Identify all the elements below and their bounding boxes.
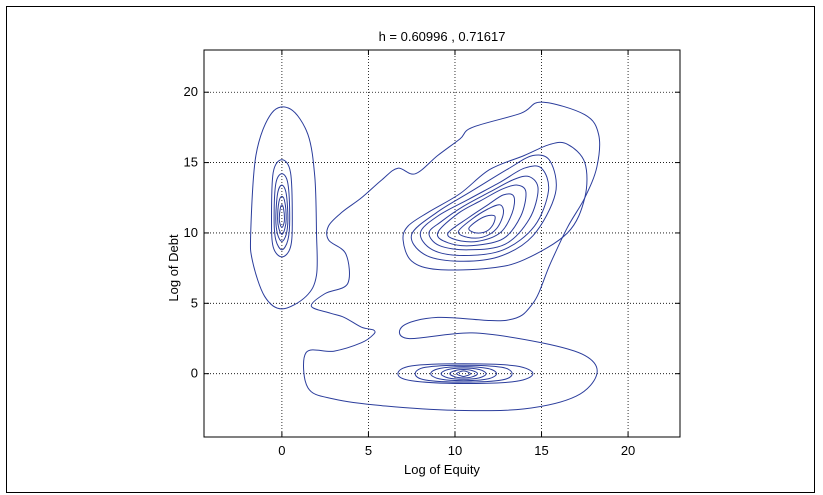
contour-line [468,214,496,234]
contour-line [430,366,498,382]
y-tick-label: 20 [184,84,198,99]
contour-line [410,154,557,262]
grid [204,50,680,437]
x-axis-label: Log of Equity [404,462,480,477]
x-tick-label: 10 [448,443,462,458]
contour-lines [249,101,601,412]
contour-line [436,184,527,247]
contour-line [457,204,505,239]
contour-line [440,367,487,380]
contour-line [447,193,516,243]
chart-title: h = 0.60996 , 0.71617 [379,29,506,44]
contour-line [249,106,318,310]
contour-line [303,101,601,412]
x-tick-label: 20 [621,443,635,458]
contour-line [456,370,472,378]
x-tick-label: 15 [534,443,548,458]
contour-line [277,195,287,235]
axis-ticks: 0 5 10 15 20 0 5 10 15 20 [184,50,680,458]
x-tick-label: 5 [365,443,372,458]
contour-line [275,184,289,242]
contour-line [428,175,539,251]
y-tick-label: 10 [184,225,198,240]
contour-line [419,165,550,257]
contour-line [402,141,588,271]
y-axis-label: Log of Debt [166,234,181,302]
x-tick-label: 0 [278,443,285,458]
plot-area [203,49,681,438]
y-tick-label: 5 [191,295,198,310]
contour-line [449,368,479,379]
contour-line [397,363,534,385]
contour-line [278,204,286,228]
contour-line [271,159,293,258]
contour-line [273,173,291,251]
contour-line [414,364,513,383]
y-tick-label: 15 [184,155,198,170]
y-tick-label: 0 [191,366,198,381]
